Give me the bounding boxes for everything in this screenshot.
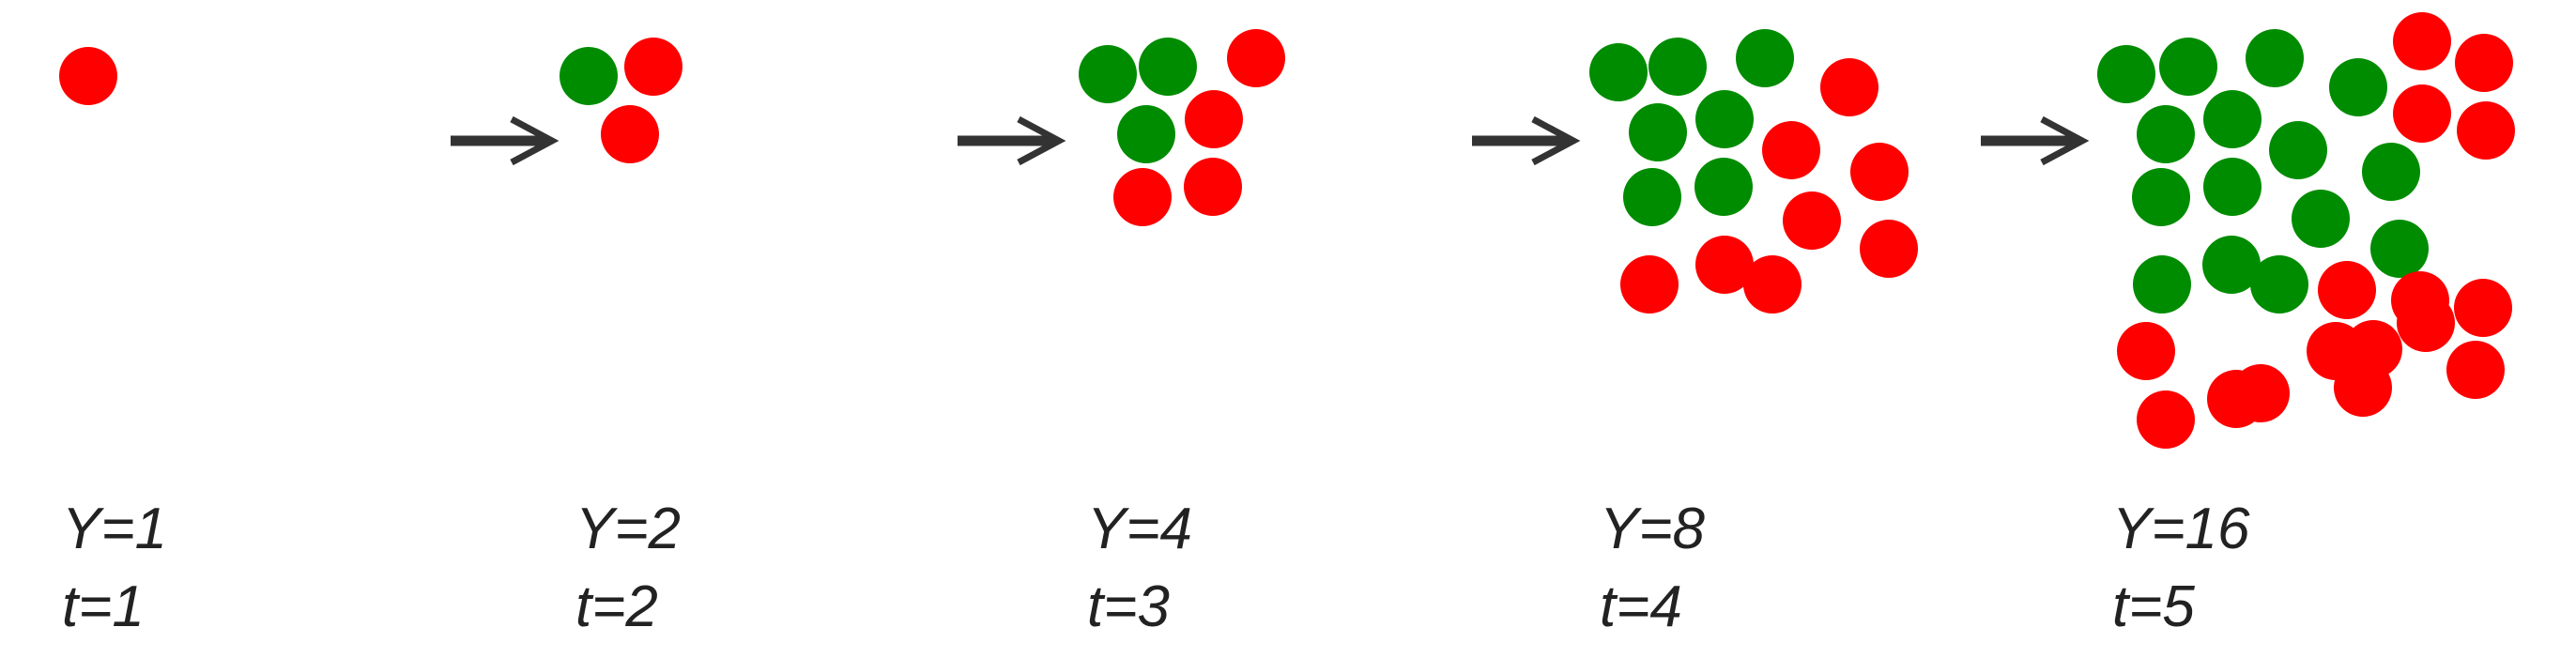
red-dot [1743, 255, 1802, 314]
red-dot [2457, 101, 2515, 160]
green-dot [2250, 255, 2308, 314]
red-dot [2137, 390, 2195, 449]
green-dot [2202, 236, 2261, 294]
red-dot [2318, 261, 2376, 319]
step-4-t-label: t=4 [1600, 574, 1682, 639]
arrow-3 [1472, 115, 1581, 166]
step-2-y-label: Y=2 [575, 497, 682, 561]
red-dot [2393, 84, 2451, 143]
step-5-t-label: t=5 [2112, 574, 2195, 639]
red-dot [1620, 255, 1679, 314]
red-dot [1185, 90, 1243, 148]
red-dot [624, 38, 682, 96]
red-dot [2334, 359, 2392, 417]
green-dot [2329, 58, 2387, 116]
red-dot [2454, 279, 2512, 337]
green-dot [2370, 220, 2429, 278]
step-3-y-label: Y=4 [1087, 497, 1193, 561]
green-dot [560, 47, 618, 105]
arrow-1 [451, 115, 560, 166]
green-dot [1589, 43, 1648, 101]
green-dot [2246, 29, 2304, 87]
step-1-t-label: t=1 [62, 574, 145, 639]
green-dot [2159, 38, 2217, 96]
red-dot [1820, 58, 1878, 116]
red-dot [59, 47, 117, 105]
green-dot [2137, 105, 2195, 163]
red-dot [2446, 341, 2505, 399]
red-dot [1695, 236, 1754, 294]
green-dot [1694, 158, 1753, 216]
red-dot [2117, 322, 2175, 380]
red-dot [2455, 34, 2513, 92]
step-5-y-label: Y=16 [2112, 497, 2250, 561]
red-dot [2207, 370, 2265, 428]
step-4-y-label: Y=8 [1600, 497, 1706, 561]
red-dot [1860, 220, 1918, 278]
green-dot [2269, 121, 2327, 179]
red-dot [1762, 121, 1820, 179]
green-dot [1079, 45, 1137, 103]
red-dot [2393, 12, 2451, 70]
step-3-t-label: t=3 [1087, 574, 1170, 639]
red-dot [2397, 294, 2455, 352]
red-dot [1184, 158, 1242, 216]
green-dot [2097, 45, 2155, 103]
cell-dots [59, 12, 2515, 449]
green-dot [1139, 38, 1197, 96]
green-dot [1629, 103, 1687, 161]
green-dot [1695, 90, 1754, 148]
green-dot [1117, 105, 1175, 163]
green-dot [2203, 90, 2262, 148]
green-dot [2133, 255, 2191, 314]
arrow-2 [958, 115, 1066, 166]
red-dot [601, 105, 659, 163]
green-dot [2292, 190, 2350, 248]
red-dot [1227, 29, 1285, 87]
green-dot [1623, 168, 1681, 226]
green-dot [2203, 158, 2262, 216]
red-dot [1113, 168, 1172, 226]
green-dot [2132, 168, 2190, 226]
step-1-y-label: Y=1 [62, 497, 168, 561]
green-dot [2362, 143, 2420, 201]
green-dot [1648, 38, 1707, 96]
red-dot [1850, 143, 1909, 201]
green-dot [1736, 29, 1794, 87]
red-dot [1783, 191, 1841, 250]
arrow-4 [1981, 115, 2090, 166]
step-2-t-label: t=2 [575, 574, 658, 639]
